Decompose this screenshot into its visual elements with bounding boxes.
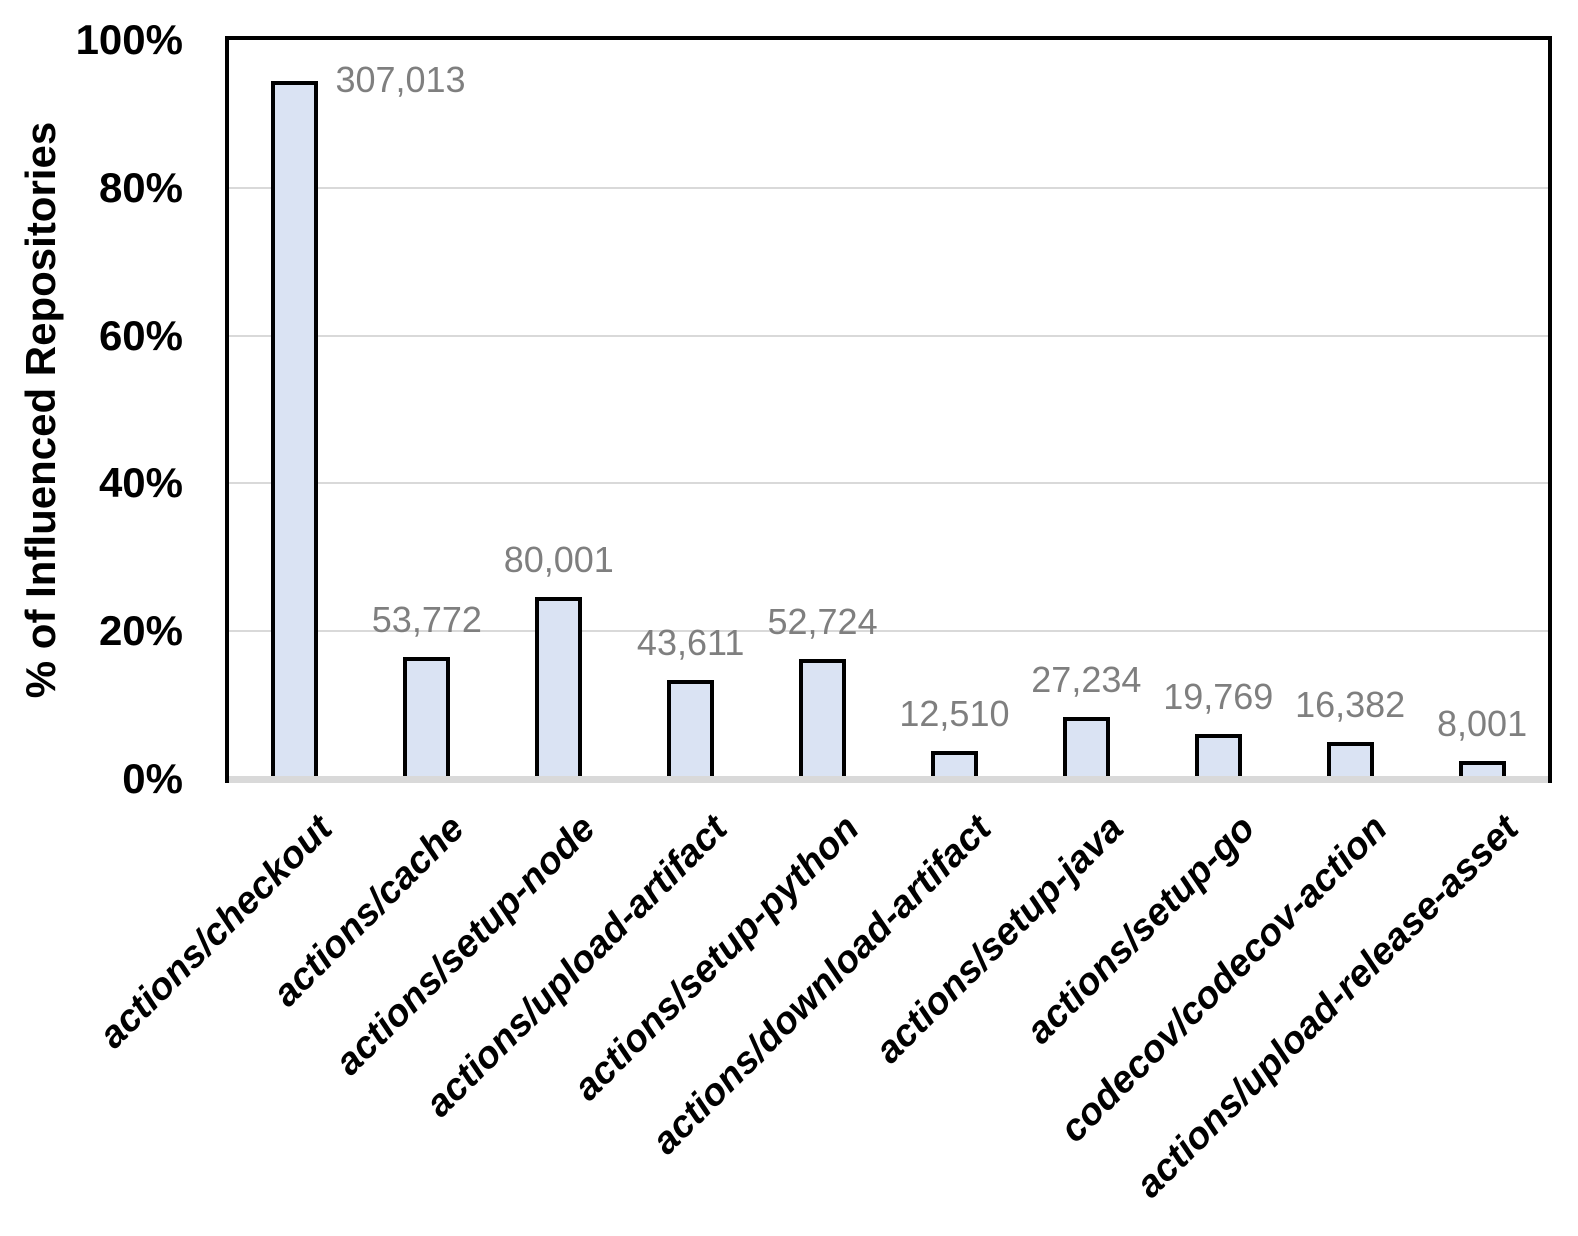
x-axis-line: [229, 776, 1548, 783]
value-label: 12,510: [899, 692, 1010, 734]
bar-actions/checkout: [271, 80, 319, 783]
y-tick-label-20pct: 20%: [98, 607, 183, 655]
x-tick-label: actions/setup-go: [1018, 807, 1264, 1053]
value-label: 43,611: [636, 621, 745, 663]
bar-actions/setup-go: [1194, 734, 1242, 783]
bar-actions/setup-java: [1062, 717, 1110, 783]
bar-actions/setup-node: [535, 597, 583, 783]
value-label: 16,382: [1295, 683, 1406, 725]
value-label: 307,013: [335, 58, 466, 100]
y-tick-label-80pct: 80%: [98, 163, 183, 211]
value-label: 8,001: [1437, 702, 1528, 744]
value-label: 53,772: [371, 598, 482, 640]
y-tick-label-0pct: 0%: [122, 755, 183, 802]
x-tick-label: actions/setup-java: [867, 807, 1132, 1072]
bar-actions/setup-python: [799, 659, 847, 783]
x-tick-label: actions/checkout: [90, 807, 341, 1057]
bar-actions/upload-artifact: [667, 679, 715, 783]
y-tick-label-40pct: 40%: [98, 459, 183, 507]
gridline-20: [229, 630, 1548, 633]
gridline-60: [229, 334, 1548, 337]
value-label: 19,769: [1163, 676, 1274, 718]
value-label: 52,724: [767, 601, 878, 643]
gridline-80: [229, 186, 1548, 189]
y-tick-label-100pct: 100%: [75, 16, 183, 63]
bar-actions/cache: [403, 656, 451, 783]
gridline-40: [229, 482, 1548, 485]
value-label: 27,234: [1031, 659, 1142, 701]
value-label: 80,001: [503, 539, 614, 581]
y-tick-label-60pct: 60%: [98, 311, 183, 359]
